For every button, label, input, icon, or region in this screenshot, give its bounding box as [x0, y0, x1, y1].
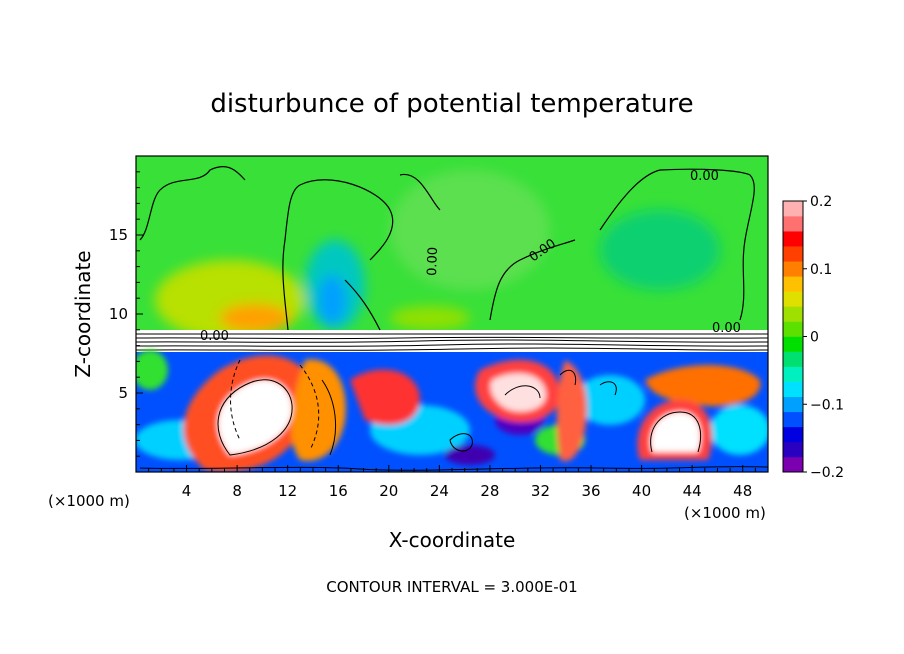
- contour-line: [650, 411, 702, 453]
- cool-plume-core: [318, 275, 346, 325]
- colorbar-swatch: [783, 276, 803, 292]
- x-tick-label: 28: [480, 482, 499, 500]
- x-axis-ticks: 4 8 12 16 20 24 28 32 36 40 44 48: [148, 465, 756, 500]
- colorbar-tick-label: −0.2: [810, 465, 844, 481]
- x-unit-left: (×1000 m): [48, 492, 130, 510]
- colorbar-swatch: [783, 426, 803, 443]
- warm-patch: [390, 306, 470, 330]
- colorbar-swatch: [783, 351, 803, 367]
- contour-line: [299, 364, 320, 451]
- green-region: [136, 350, 168, 390]
- colorbar-swatch: [783, 441, 803, 458]
- contour-line: [139, 466, 768, 471]
- chart-title: disturbunce of potential temperature: [210, 89, 693, 119]
- x-tick-label: 44: [683, 482, 702, 500]
- x-tick-label: 48: [733, 482, 752, 500]
- colorbar: 0.2 0.1 0 −0.1 −0.2: [782, 194, 844, 481]
- contour-line: [449, 433, 473, 452]
- colorbar-swatch: [783, 336, 803, 352]
- warm-swirl-core: [650, 412, 701, 452]
- inversion-line: [136, 343, 768, 347]
- x-tick-label: 8: [232, 482, 242, 500]
- contour-line: [321, 379, 337, 456]
- x-axis-label: X-coordinate: [389, 528, 516, 552]
- colorbar-swatch: [783, 216, 803, 232]
- contour-line: [504, 385, 541, 399]
- upper-field-texture: [155, 170, 720, 340]
- x-tick-label: 20: [379, 482, 398, 500]
- inversion-line: [136, 339, 768, 343]
- warm-swirl-core: [218, 379, 293, 455]
- lower-contours: [139, 359, 768, 471]
- y-tick-label: 10: [109, 305, 128, 323]
- colorbar-tick-label: 0.1: [810, 262, 832, 278]
- lower-field-texture: [136, 350, 768, 472]
- colorbar-swatch: [783, 261, 803, 277]
- x-unit-right: (×1000 m): [684, 504, 766, 522]
- x-tick-label: 36: [581, 482, 600, 500]
- zero-contour: [282, 179, 394, 331]
- x-tick-label: 32: [531, 482, 550, 500]
- light-patch: [390, 170, 550, 290]
- zero-contour: [399, 173, 441, 211]
- colorbar-tick-label: 0: [810, 330, 819, 346]
- zero-contour: [599, 168, 755, 321]
- zero-contour: [344, 279, 381, 331]
- x-tick-label: 4: [182, 482, 192, 500]
- y-axis-ticks: 5 10 15: [109, 171, 143, 457]
- contour-label: 0.00: [425, 247, 441, 276]
- contour-label: 0.00: [690, 169, 719, 184]
- colorbar-swatch: [783, 291, 803, 307]
- colorbar-tick-label: −0.1: [810, 397, 844, 413]
- contour-labels: 0.00 0.00 0.00 0.00 0.00: [200, 169, 741, 344]
- contour-line: [230, 359, 241, 441]
- contour-line: [559, 369, 577, 386]
- plot-area: 0.00 0.00 0.00 0.00 0.00: [136, 156, 768, 472]
- colorbar-swatch: [783, 366, 803, 382]
- zero-contour: [139, 166, 246, 241]
- colorbar-swatch: [783, 231, 803, 247]
- colorbar-swatch: [783, 321, 803, 337]
- x-tick-label: 40: [632, 482, 651, 500]
- colorbar-swatch: [783, 201, 803, 217]
- colorbar-swatch: [783, 246, 803, 262]
- warm-swirl: [350, 369, 420, 425]
- warm-core: [220, 304, 290, 332]
- colorbar-swatch: [783, 381, 803, 398]
- inversion-line: [136, 347, 768, 351]
- colorbar-swatch: [783, 411, 803, 428]
- contour-line: [217, 379, 293, 456]
- upper-contours: [139, 166, 755, 331]
- x-tick-label: 12: [278, 482, 297, 500]
- inversion-contours: [136, 333, 768, 351]
- warm-swirl-core: [490, 373, 546, 412]
- zero-contour: [489, 239, 576, 321]
- colorbar-swatch: [783, 306, 803, 322]
- x-tick-label: 24: [430, 482, 449, 500]
- cyan-region: [575, 375, 645, 425]
- colorbar-swatch: [783, 396, 803, 413]
- contour-label: 0.00: [712, 321, 741, 336]
- cyan-region: [710, 405, 768, 455]
- contour-label: 0.00: [200, 329, 229, 344]
- x-tick-label: 16: [329, 482, 348, 500]
- warm-swirl: [645, 365, 761, 407]
- colorbar-swatch: [783, 456, 803, 473]
- contour-line: [599, 381, 617, 396]
- inversion-line: [136, 336, 768, 340]
- y-axis-label: Z-coordinate: [71, 250, 95, 377]
- y-tick-label: 5: [118, 384, 128, 402]
- contour-interval-note: CONTOUR INTERVAL = 3.000E-01: [326, 578, 577, 596]
- y-tick-label: 15: [109, 226, 128, 244]
- colorbar-tick-label: 0.2: [810, 194, 832, 210]
- cool-patch: [600, 210, 720, 290]
- warm-swirl: [556, 360, 587, 462]
